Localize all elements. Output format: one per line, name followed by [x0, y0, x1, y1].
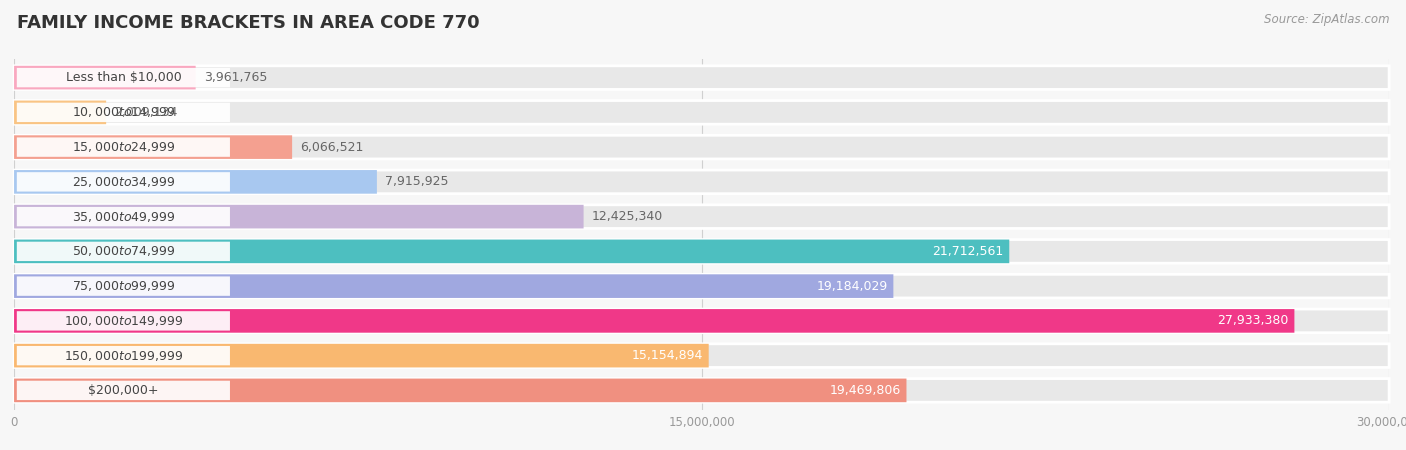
- Text: $200,000+: $200,000+: [89, 384, 159, 397]
- FancyBboxPatch shape: [14, 309, 1389, 333]
- Text: Less than $10,000: Less than $10,000: [66, 71, 181, 84]
- FancyBboxPatch shape: [17, 381, 231, 400]
- Text: $100,000 to $149,999: $100,000 to $149,999: [63, 314, 183, 328]
- FancyBboxPatch shape: [17, 172, 231, 192]
- Text: $150,000 to $199,999: $150,000 to $199,999: [63, 349, 183, 363]
- FancyBboxPatch shape: [14, 378, 1389, 402]
- Text: 21,712,561: 21,712,561: [932, 245, 1004, 258]
- FancyBboxPatch shape: [14, 274, 1389, 298]
- FancyBboxPatch shape: [17, 207, 231, 226]
- Text: $15,000 to $24,999: $15,000 to $24,999: [72, 140, 176, 154]
- FancyBboxPatch shape: [14, 170, 1389, 194]
- Text: 6,066,521: 6,066,521: [301, 140, 364, 153]
- Text: $35,000 to $49,999: $35,000 to $49,999: [72, 210, 176, 224]
- FancyBboxPatch shape: [17, 346, 231, 365]
- Text: $50,000 to $74,999: $50,000 to $74,999: [72, 244, 176, 258]
- FancyBboxPatch shape: [17, 68, 231, 87]
- FancyBboxPatch shape: [14, 344, 1389, 368]
- FancyBboxPatch shape: [17, 311, 231, 331]
- FancyBboxPatch shape: [14, 66, 1389, 90]
- FancyBboxPatch shape: [17, 103, 231, 122]
- FancyBboxPatch shape: [14, 100, 105, 124]
- Text: 3,961,765: 3,961,765: [204, 71, 267, 84]
- Text: FAMILY INCOME BRACKETS IN AREA CODE 770: FAMILY INCOME BRACKETS IN AREA CODE 770: [17, 14, 479, 32]
- FancyBboxPatch shape: [14, 378, 907, 402]
- FancyBboxPatch shape: [14, 205, 1389, 229]
- FancyBboxPatch shape: [14, 274, 893, 298]
- Text: 27,933,380: 27,933,380: [1218, 315, 1289, 328]
- FancyBboxPatch shape: [14, 170, 377, 194]
- Text: 15,154,894: 15,154,894: [631, 349, 703, 362]
- Text: 19,469,806: 19,469,806: [830, 384, 901, 397]
- Text: 2,009,134: 2,009,134: [114, 106, 177, 119]
- FancyBboxPatch shape: [14, 239, 1010, 263]
- FancyBboxPatch shape: [14, 239, 1389, 263]
- FancyBboxPatch shape: [17, 276, 231, 296]
- FancyBboxPatch shape: [14, 344, 709, 368]
- FancyBboxPatch shape: [14, 309, 1295, 333]
- Text: $10,000 to $14,999: $10,000 to $14,999: [72, 105, 176, 119]
- Text: 19,184,029: 19,184,029: [817, 279, 887, 292]
- Text: Source: ZipAtlas.com: Source: ZipAtlas.com: [1264, 14, 1389, 27]
- FancyBboxPatch shape: [14, 100, 1389, 124]
- Text: 12,425,340: 12,425,340: [592, 210, 664, 223]
- Text: $25,000 to $34,999: $25,000 to $34,999: [72, 175, 176, 189]
- FancyBboxPatch shape: [17, 242, 231, 261]
- Text: $75,000 to $99,999: $75,000 to $99,999: [72, 279, 176, 293]
- FancyBboxPatch shape: [17, 137, 231, 157]
- FancyBboxPatch shape: [14, 205, 583, 229]
- FancyBboxPatch shape: [14, 135, 292, 159]
- FancyBboxPatch shape: [14, 66, 195, 90]
- FancyBboxPatch shape: [14, 135, 1389, 159]
- Text: 7,915,925: 7,915,925: [385, 176, 449, 189]
